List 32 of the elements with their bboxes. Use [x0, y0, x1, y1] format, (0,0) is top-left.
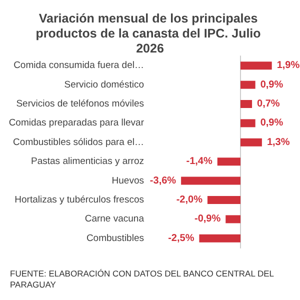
y-tick-label: Combustibles sólidos para el… [13, 136, 144, 148]
y-tick-label: Comida consumida fuera del… [14, 60, 144, 72]
y-tick-label: Servicios de teléfonos móviles [16, 98, 144, 110]
bar [240, 100, 252, 108]
data-label: -3,6% [150, 175, 176, 186]
y-tick-label: Servicio doméstico [64, 79, 144, 90]
source-note: FUENTE: ELABORACIÓN CON DATOS DEL BANCO CENTRAL DEL PARAGUAY [10, 268, 276, 290]
bar [199, 234, 240, 242]
bar [240, 138, 262, 146]
data-label: 0,9% [260, 79, 284, 90]
data-label: 0,7% [257, 98, 280, 110]
data-label: 1,9% [276, 60, 300, 72]
data-label: 0,9% [260, 118, 284, 129]
y-tick-label: Huevos [112, 175, 144, 186]
y-tick-label: Comidas preparadas para llevar [8, 118, 144, 129]
data-label: 1,3% [266, 136, 290, 148]
bar [181, 176, 240, 185]
bar [207, 196, 240, 204]
y-tick-label: Hortalizas y tubérculos frescos [14, 194, 144, 206]
bar [240, 80, 256, 89]
data-label: -2,5% [168, 232, 194, 244]
chart-title: Variación mensual de los principales productos de la canasta del IPC. Julio 2026 [36, 12, 264, 56]
data-label: -0,9% [194, 214, 221, 225]
y-tick-label: Combustibles [86, 232, 144, 244]
data-label: -2,0% [176, 194, 203, 206]
bar [226, 215, 240, 224]
bar [240, 119, 256, 128]
y-tick-label: Pastas alimenticias y arroz [31, 156, 144, 168]
bar [217, 158, 240, 166]
data-label: -1,4% [186, 156, 212, 168]
y-tick-label: Carne vacuna [84, 214, 145, 225]
bar [240, 62, 272, 70]
